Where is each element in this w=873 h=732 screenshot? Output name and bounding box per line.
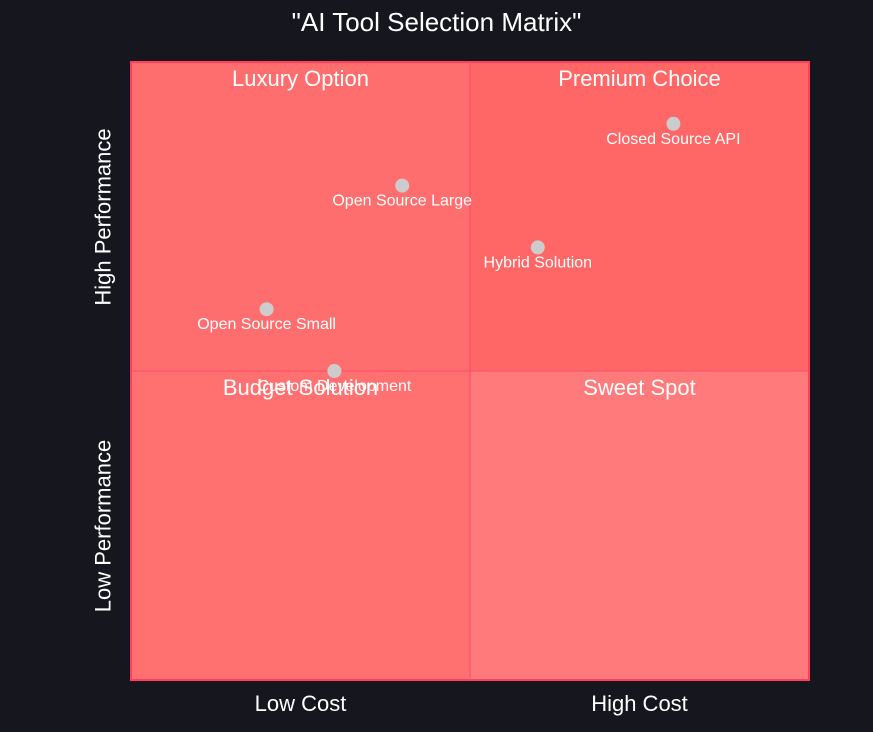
data-point-3 <box>259 302 274 317</box>
quadrant-bottom-left <box>131 371 470 680</box>
data-point-label-0: Closed Source API <box>606 131 740 148</box>
data-point-label-1: Open Source Large <box>332 193 472 210</box>
y-axis-label-high: High Performance <box>90 128 116 306</box>
quadrant-label-bottom-left: Budget Solution <box>223 375 378 400</box>
data-point-label-4: Custom Development <box>257 378 411 395</box>
quadrant-top-right <box>470 62 809 371</box>
x-axis-label-high: High Cost <box>591 691 688 716</box>
data-point-2 <box>530 240 545 255</box>
quadrant-top-left <box>131 62 470 371</box>
chart-title: "AI Tool Selection Matrix" <box>291 7 582 37</box>
data-point-1 <box>395 178 410 193</box>
quadrant-bottom-right <box>470 371 809 680</box>
quadrant-label-top-right: Premium Choice <box>558 66 721 91</box>
y-axis-label-low: Low Performance <box>90 439 116 613</box>
data-point-label-3: Open Source Small <box>197 316 336 333</box>
x-axis-label-low: Low Cost <box>254 691 347 716</box>
data-point-4 <box>327 364 342 378</box>
quadrant-label-bottom-right: Sweet Spot <box>583 375 696 400</box>
quadrant-label-top-left: Luxury Option <box>232 66 369 91</box>
data-point-label-2: Hybrid Solution <box>484 254 593 271</box>
data-point-0 <box>666 116 681 131</box>
